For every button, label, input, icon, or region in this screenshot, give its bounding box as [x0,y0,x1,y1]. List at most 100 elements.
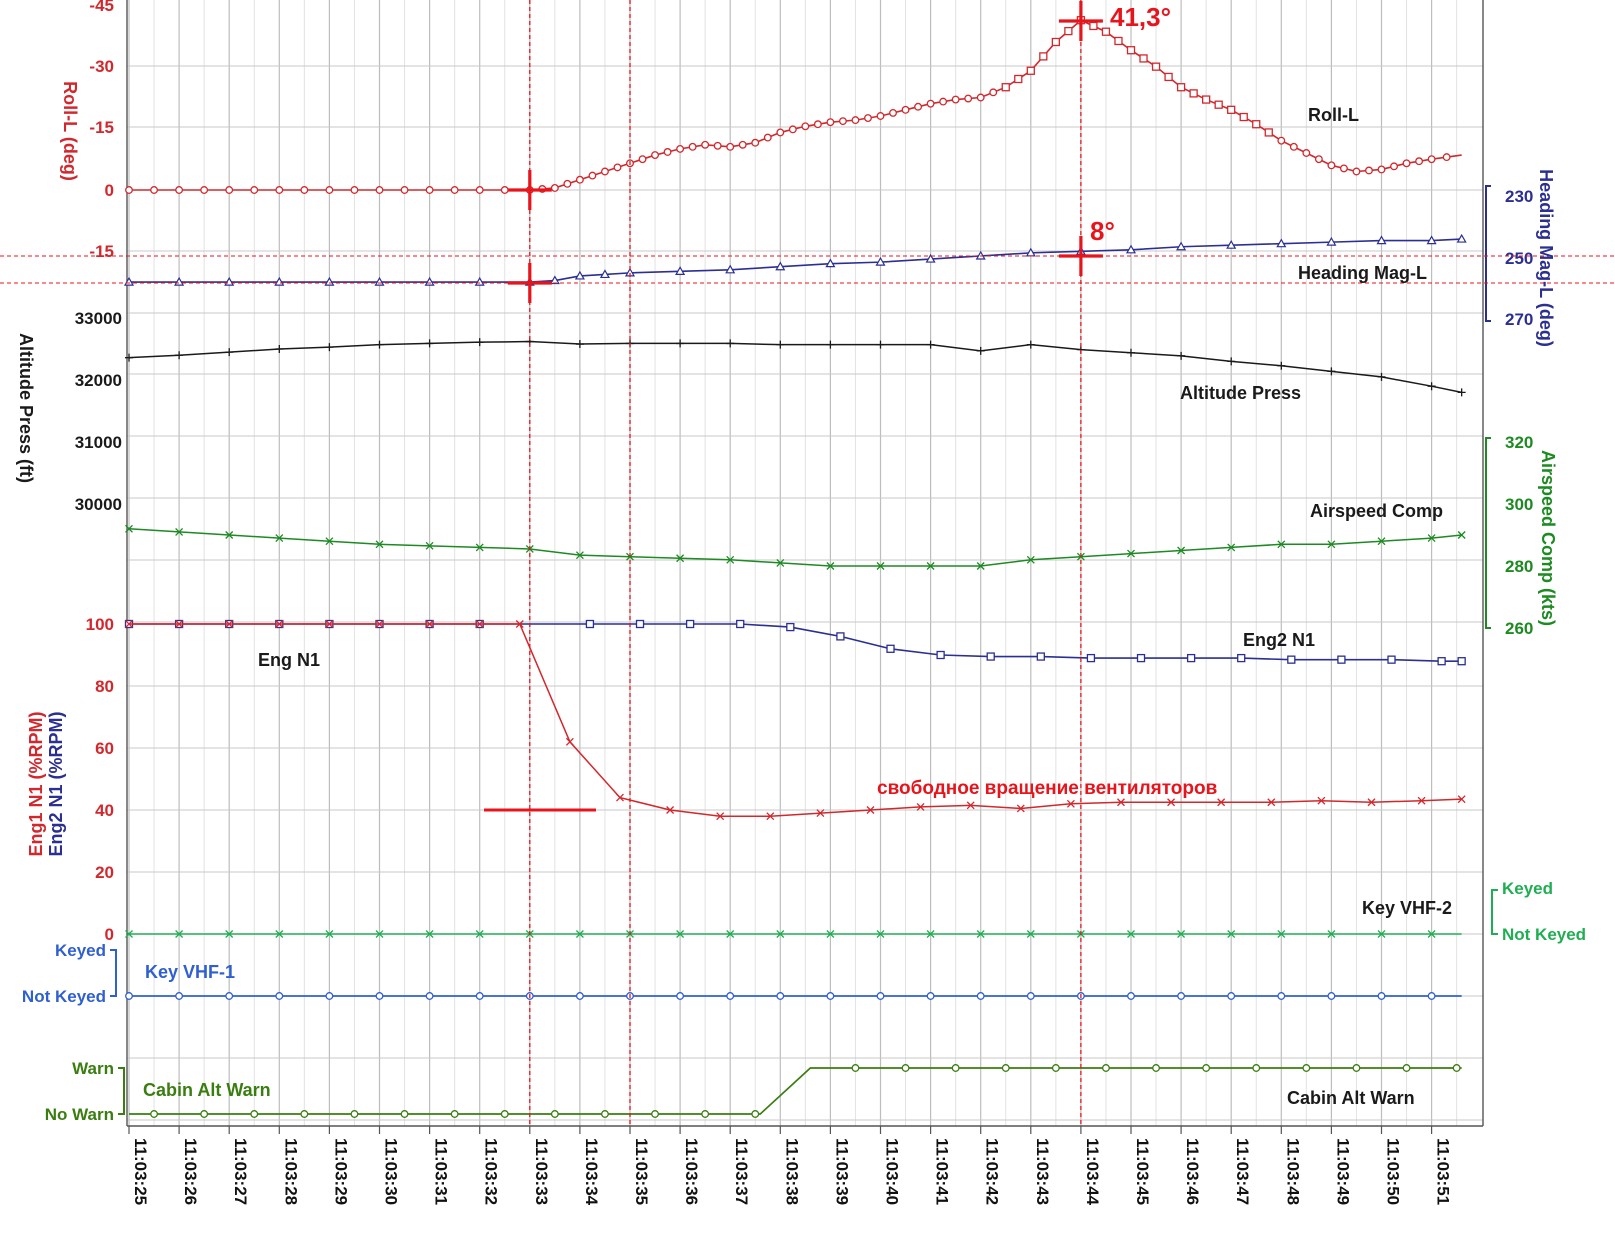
eng-n1-tick-label: 20 [95,863,114,882]
altitude-point [1427,382,1436,391]
vhf1-point [776,992,785,1000]
altitude-point [976,346,985,355]
vhf1-not-keyed-label: Not Keyed [22,987,106,1006]
heading-point [825,258,836,268]
time-tick-label: 11:03:47 [1233,1138,1252,1205]
eng-n1-tick-label: 100 [86,615,114,634]
heading-point [875,256,886,266]
eng2-point [685,619,695,629]
roll-point [1001,83,1010,92]
eng-n1-tick-label: 80 [95,677,114,696]
roll-point [889,108,897,117]
heading-point [549,275,560,285]
altitude-point [776,340,785,349]
roll-point [701,140,710,149]
cabin-point [1352,1064,1361,1072]
roll-point [1014,74,1023,84]
vhf1-point [676,992,685,1000]
roll-point [588,171,597,180]
cabin-point [300,1110,309,1118]
roll-point [275,186,284,194]
eng1-point [565,737,574,746]
eng1-point [325,620,334,628]
eng1-point [475,620,484,628]
roll-point [1352,167,1361,176]
time-tick-label: 11:03:37 [732,1138,751,1205]
cabin-point [500,1110,509,1118]
eng1-point [275,620,284,628]
eng1-axis-title: Eng1 N1 (%RPM) [26,711,46,856]
altitude-point [1457,388,1466,397]
cabin-point [1001,1064,1010,1072]
time-tick-label: 11:03:28 [281,1138,300,1205]
altitude-tick-label: 33000 [75,309,122,328]
heading-point [1456,233,1467,243]
roll-point [425,186,434,194]
heading-axis-title: Heading Mag-L (deg) [1536,169,1556,347]
roll-point [601,167,609,176]
eng1-point [1066,799,1075,808]
vhf2-point [726,930,735,938]
roll-point [1164,72,1173,82]
roll-point [400,186,409,194]
airspeed-tick-label: 260 [1505,619,1533,638]
eng2-point [986,652,995,661]
eng1-point [716,812,725,821]
cabin-point [1051,1064,1060,1072]
eng1-point [916,802,925,811]
eng2-point [736,619,745,629]
vhf2-point [225,930,234,938]
vhf1-point [1026,992,1035,1000]
cabin-point [1252,1064,1261,1072]
vhf2-bracket [1491,889,1498,935]
roll-point [851,116,860,125]
time-tick-label: 11:03:34 [582,1138,601,1206]
eng1-point [1217,798,1226,807]
vhf1-point [926,992,935,1000]
roll-point [1101,27,1111,36]
vhf1-series-label: Key VHF-1 [145,962,235,982]
roll-point [964,94,973,103]
eng1-point [616,793,624,802]
eng1-point [1417,796,1426,805]
vhf2-point [976,930,985,938]
altitude-point [1127,348,1135,357]
vhf1-point [175,992,184,1000]
time-tick-label: 11:03:42 [983,1138,1002,1205]
airspeed-point [926,562,935,570]
roll-point [901,105,910,114]
vhf2-point [1026,930,1035,938]
airspeed-point [1026,555,1035,564]
cursor-markers [0,0,1615,1126]
heading-point [1376,235,1387,245]
eng2-axis-title: Eng2 N1 (%RPM) [46,711,66,856]
roll-point [325,186,334,194]
roll-point [1442,153,1451,162]
heading-point [1226,239,1237,249]
airspeed-series-label: Airspeed Comp [1310,501,1443,521]
time-tick-label: 11:03:27 [231,1138,250,1205]
eng2-point [1086,653,1096,663]
eng-n1-tick-label: 0 [105,925,114,944]
vhf2-point [826,930,835,938]
roll-point [1139,54,1148,63]
altitude-point [1177,351,1186,360]
altitude-point [1327,367,1336,376]
roll-point [563,179,572,188]
cabin-no-warn-label: No Warn [45,1105,114,1124]
cabin-point [951,1064,960,1072]
eng2-point [1136,653,1146,663]
cabin-point [701,1110,710,1118]
vhf2-point [1127,930,1135,938]
heading-point [1176,241,1187,251]
time-tick-label: 11:03:38 [782,1138,801,1205]
eng2-point [1387,655,1396,664]
roll-point [1051,37,1060,47]
altitude-tick-label: 32000 [75,371,122,390]
roll-tick-label: -30 [89,57,114,76]
eng1-point [966,801,975,810]
airspeed-point [1227,543,1236,552]
roll-point [1202,95,1211,104]
vhf2-point [475,930,484,938]
altitude-point [375,340,384,349]
